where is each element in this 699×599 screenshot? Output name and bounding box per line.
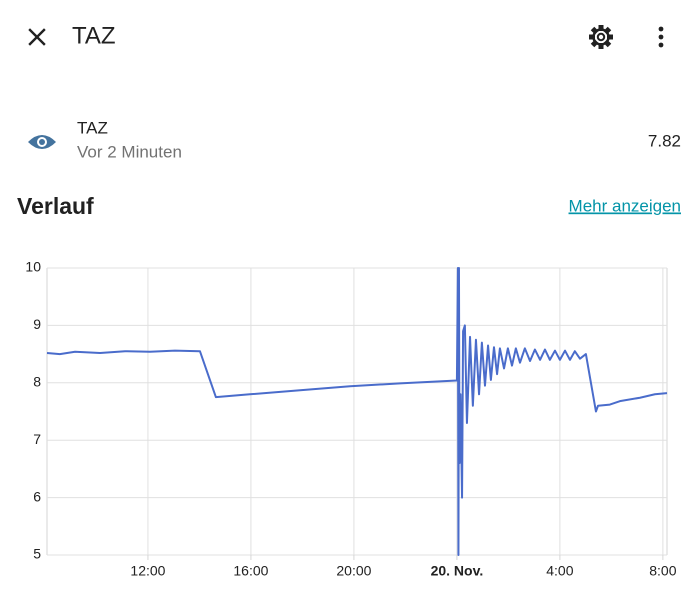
entity-state: 7.82 [648, 131, 681, 150]
entity-name: TAZ [77, 118, 108, 137]
y-tick-label: 6 [33, 488, 41, 504]
x-tick-label: 12:00 [130, 563, 165, 579]
dot [658, 42, 664, 48]
close-button[interactable] [28, 28, 46, 46]
y-tick-label: 9 [33, 316, 41, 332]
history-chart: 5 6 7 8 9 10 12:00 16:00 20:00 20. Nov. 4:00 8:00 [25, 259, 676, 579]
dialog-title: TAZ [72, 22, 116, 49]
y-tick-label: 5 [33, 546, 41, 562]
y-tick-label: 8 [33, 374, 41, 390]
history-line [46, 267, 668, 556]
dot [658, 26, 664, 32]
dot [658, 34, 664, 40]
x-tick-label: 20:00 [336, 563, 371, 579]
eye-icon [28, 135, 56, 149]
y-tick-label: 7 [33, 431, 41, 447]
show-more-link[interactable]: Mehr anzeigen [569, 196, 681, 215]
gear-hub [596, 32, 606, 42]
x-tick-label: 16:00 [233, 563, 268, 579]
x-tick-label: 20. Nov. [431, 563, 484, 579]
y-tick-label: 10 [25, 259, 41, 275]
gear-ring [592, 28, 610, 46]
last-changed: Vor 2 Minuten [77, 142, 182, 161]
close-icon [28, 28, 46, 46]
menu-button[interactable] [658, 26, 664, 48]
x-tick-label: 4:00 [546, 563, 573, 579]
x-tick-label: 8:00 [649, 563, 676, 579]
settings-button[interactable] [589, 25, 613, 49]
history-title: Verlauf [17, 193, 94, 219]
